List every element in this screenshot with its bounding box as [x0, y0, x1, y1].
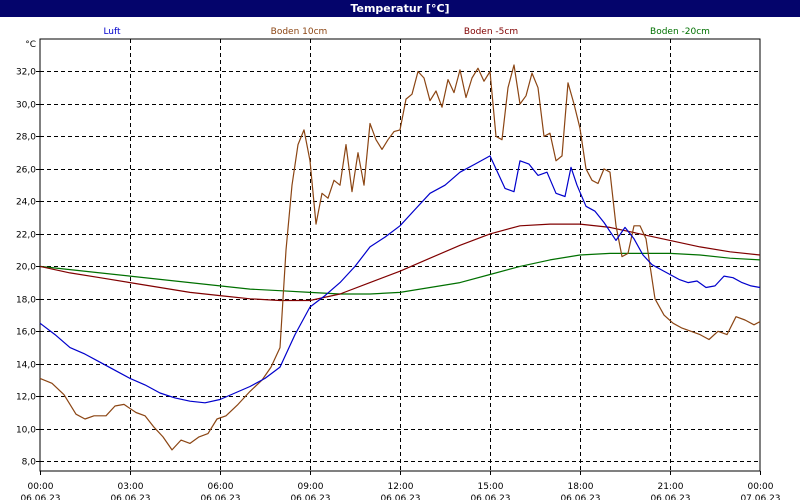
y-tick-label: 16,0 [16, 328, 36, 338]
x-tick-time: 09:00 [298, 482, 324, 492]
series-line-luft [39, 155, 761, 404]
y-axis-label: °C [25, 40, 36, 50]
y-tick-label: 32,0 [16, 68, 36, 78]
legend: Luft Boden 10cm Boden -5cm Boden -20cm [103, 27, 710, 37]
x-tick-date: 06.06.23 [290, 494, 330, 500]
y-tick-label: 26,0 [16, 166, 36, 176]
y-tick-label: 14,0 [16, 361, 36, 371]
series-line-boden-5cm [39, 223, 761, 302]
y-tick-label: 10,0 [16, 426, 36, 436]
x-tick-time: 03:00 [118, 482, 144, 492]
series-lines [39, 64, 761, 451]
y-tick-label: 20,0 [16, 263, 36, 273]
y-tick-label: 24,0 [16, 198, 36, 208]
y-tick-label: 28,0 [16, 133, 36, 143]
x-tick-time: 06:00 [208, 482, 234, 492]
x-tick-time: 00:00 [28, 482, 54, 492]
series-line-boden-10cm [39, 64, 761, 451]
x-tick-date: 06.06.23 [110, 494, 150, 500]
axes: 8,0 10,0 12,0 14,0 16,0 18,0 20,0 22,0 24,0 26,0 2… [16, 38, 781, 500]
y-tick-label: 18,0 [16, 296, 36, 306]
y-tick-label: 8,0 [22, 458, 37, 468]
x-tick-time: 18:00 [568, 482, 594, 492]
x-tick-date: 06.06.23 [470, 494, 510, 500]
legend-item: Boden 10cm [271, 27, 328, 37]
y-tick-label: 30,0 [16, 101, 36, 111]
legend-item: Boden -20cm [650, 27, 710, 37]
window-title: Temperatur [°C] [0, 0, 800, 17]
x-tick-time: 12:00 [388, 482, 414, 492]
x-tick-time: 21:00 [658, 482, 684, 492]
x-tick-time: 15:00 [478, 482, 504, 492]
legend-item: Boden -5cm [464, 27, 518, 37]
x-tick-time: 00:00 [748, 482, 774, 492]
x-tick-date: 06.06.23 [560, 494, 600, 500]
y-tick-label: 22,0 [16, 231, 36, 241]
series-line-boden-20cm [39, 252, 761, 295]
legend-item: Luft [103, 27, 121, 37]
x-tick-date: 06.06.23 [20, 494, 60, 500]
y-tick-label: 12,0 [16, 393, 36, 403]
temperature-chart: 8,0 10,0 12,0 14,0 16,0 18,0 20,0 22,0 24,0 26,0 2… [0, 17, 800, 500]
x-tick-date: 06.06.23 [380, 494, 420, 500]
x-tick-date: 07.06.23 [740, 494, 780, 500]
x-tick-date: 06.06.23 [200, 494, 240, 500]
x-tick-date: 06.06.23 [650, 494, 690, 500]
